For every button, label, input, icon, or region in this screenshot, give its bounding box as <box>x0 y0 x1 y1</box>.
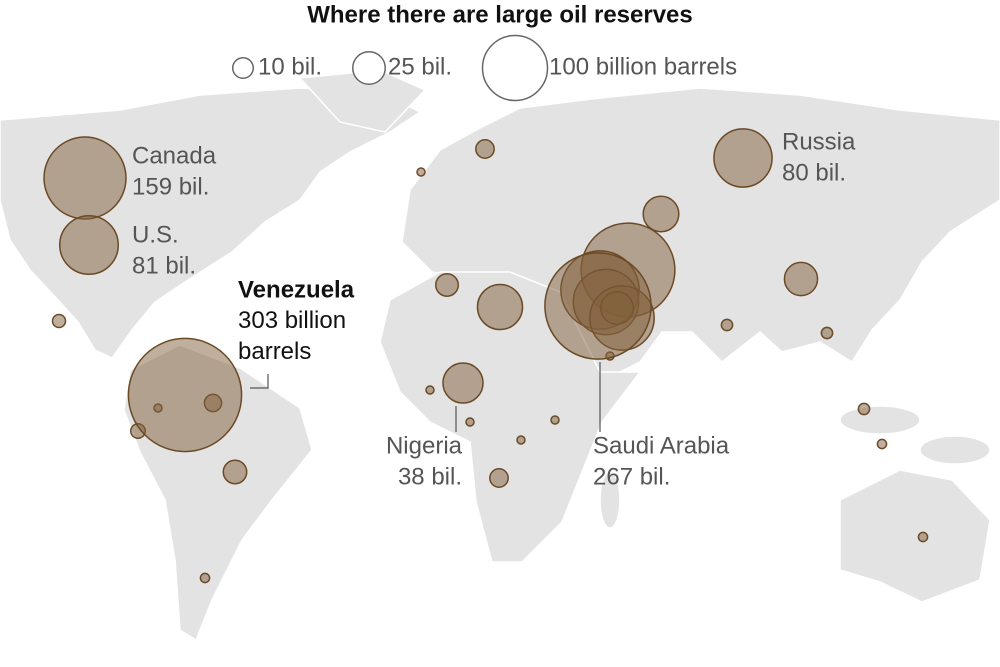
leader-line <box>250 374 269 389</box>
bubble <box>876 438 888 450</box>
bubble <box>222 459 248 485</box>
value-label: 81 bil. <box>132 252 196 279</box>
bubble <box>544 252 652 360</box>
country-name: Russia <box>782 128 856 155</box>
bubble <box>820 326 834 340</box>
madagascar <box>599 471 621 529</box>
legend: 10 bil. 25 bil. 100 billion barrels <box>231 34 737 102</box>
country-name: U.S. <box>132 221 179 248</box>
labels: Canada 159 bil. U.S. 81 bil. Venezuela 303 bi… <box>132 128 856 490</box>
bubble <box>783 261 819 297</box>
bubble <box>59 215 119 275</box>
bubble <box>434 272 460 298</box>
bubbles <box>43 128 929 584</box>
new-guinea <box>919 435 991 465</box>
bubble <box>857 402 871 416</box>
legend-circle <box>481 34 549 102</box>
value-label: 303 billion barrels <box>238 307 346 365</box>
bubble <box>516 435 526 445</box>
value-label: 267 bil. <box>593 463 670 490</box>
country-name: Venezuela <box>238 276 355 303</box>
bubble <box>720 318 734 332</box>
country-name: Canada <box>132 142 217 169</box>
bubble <box>425 385 435 395</box>
bubble <box>475 139 495 159</box>
bubble <box>51 313 67 329</box>
bubble <box>476 283 524 331</box>
bubble <box>713 128 773 188</box>
legend-label: 10 bil. <box>258 53 322 80</box>
bubble <box>416 167 426 177</box>
legend-label: 25 bil. <box>388 53 452 80</box>
value-label: 80 bil. <box>782 159 846 186</box>
legend-circle <box>231 56 255 80</box>
bubble <box>465 417 475 427</box>
legend-circle <box>352 51 386 85</box>
bubble <box>199 572 211 584</box>
bubble <box>917 531 929 543</box>
bubble <box>127 337 243 453</box>
legend-label: 100 billion barrels <box>549 53 737 80</box>
value-label: 159 bil. <box>132 173 209 200</box>
bubble <box>442 362 484 404</box>
bubble <box>43 136 127 220</box>
map-title: Where there are large oil reserves <box>307 1 693 28</box>
indonesia <box>839 405 921 435</box>
bubble <box>489 468 509 488</box>
value-label: 38 bil. <box>398 463 462 490</box>
bubble <box>550 415 560 425</box>
country-name: Saudi Arabia <box>593 432 730 459</box>
australia <box>839 469 991 603</box>
country-name: Nigeria <box>386 432 463 459</box>
bubble <box>642 195 680 233</box>
